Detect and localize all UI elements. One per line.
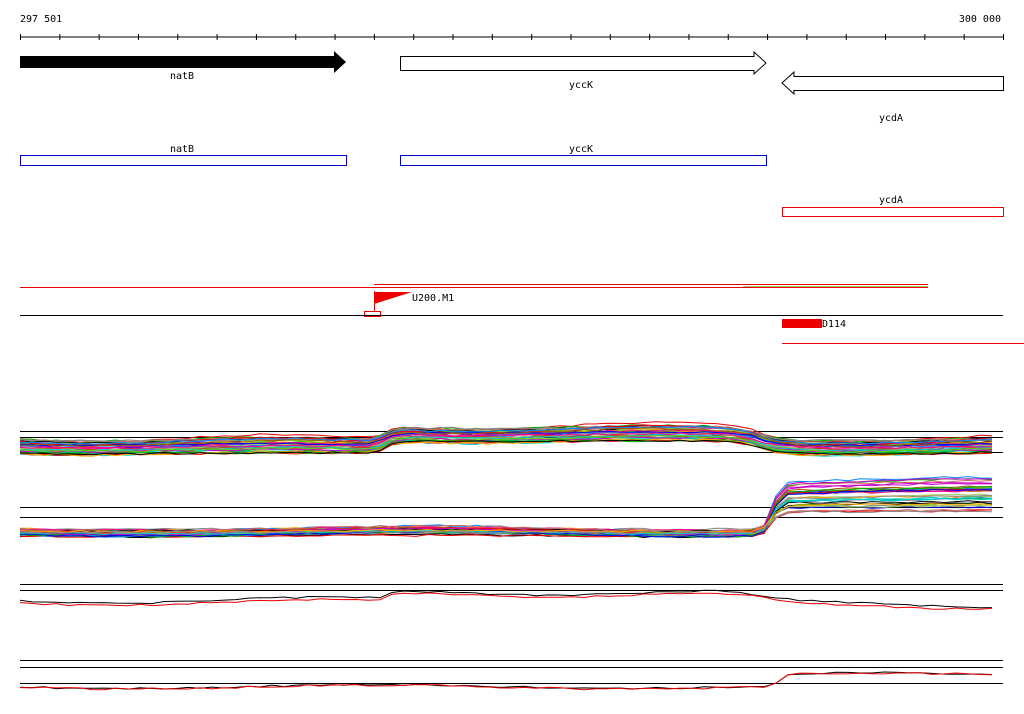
gene-arrow	[20, 51, 346, 73]
flag	[374, 292, 412, 304]
annotation-box	[782, 207, 1004, 217]
gene-arrow	[781, 70, 1004, 96]
expression-line	[19, 425, 993, 445]
expression-line	[19, 488, 993, 534]
ruler-start: 297 501	[20, 14, 62, 25]
gene-label: ycdA	[879, 113, 903, 124]
expression-line	[19, 439, 993, 455]
expression-line	[19, 498, 993, 536]
gene-label: natB	[170, 71, 194, 82]
ruler-end: 300 000	[959, 14, 1001, 25]
expression-line	[19, 435, 993, 453]
gene-arrow	[400, 50, 767, 76]
expression-line	[19, 432, 993, 450]
annotation-label: natB	[170, 144, 194, 155]
feature-bar	[782, 319, 822, 328]
expression-line	[19, 510, 993, 534]
ruler-ticks	[20, 34, 1004, 40]
expression-line	[19, 479, 993, 533]
expression-line	[19, 671, 993, 690]
expression-line	[19, 509, 993, 538]
feature-label: D114	[822, 319, 846, 330]
annotation-label: yccK	[569, 144, 593, 155]
expression-line	[19, 592, 993, 610]
expression-line	[19, 589, 993, 609]
gene-label: yccK	[569, 80, 593, 91]
expression-line	[19, 426, 993, 442]
annotation-box	[20, 155, 347, 166]
flag-base	[364, 311, 381, 317]
expression-tracks	[19, 421, 1003, 691]
expression-line	[19, 427, 993, 448]
annotation-label: ycdA	[879, 195, 903, 206]
feature-label: U200.M1	[412, 293, 454, 304]
expression-line	[19, 439, 992, 456]
annotation-box	[400, 155, 767, 166]
expression-line	[19, 672, 993, 691]
